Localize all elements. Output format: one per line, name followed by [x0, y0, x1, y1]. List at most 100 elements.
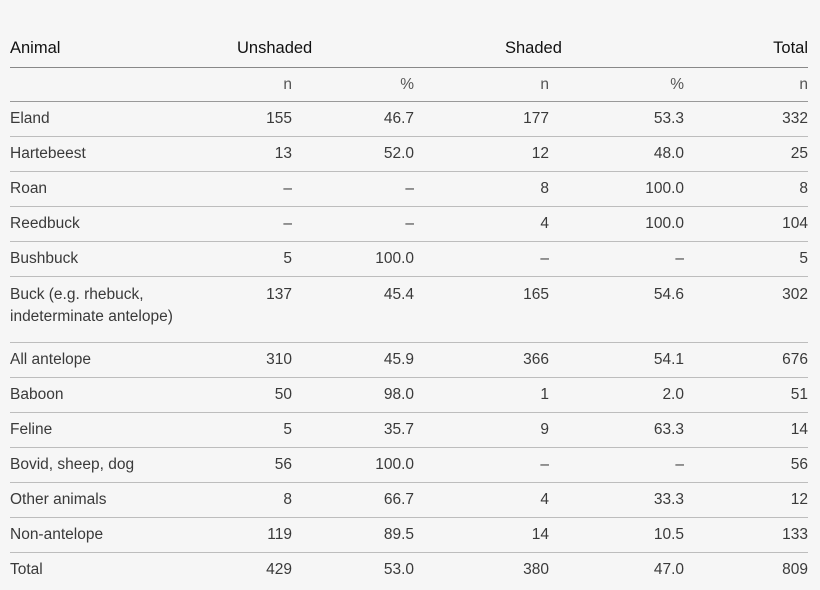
animal-label: Hartebeest [10, 145, 86, 162]
cell-total-n: 302 [684, 276, 808, 343]
cell-total-n: 809 [782, 561, 808, 578]
animal-label: Non-antelope [10, 526, 104, 543]
cell-unshaded-pct: 45.4 [292, 276, 414, 343]
animal-label: Buck (e.g. rhebuck, [10, 286, 144, 303]
cell-total-n: 133 [684, 517, 808, 553]
cell-animal: Bushbuck [10, 241, 200, 277]
cell-total-n: 5 [684, 241, 808, 277]
cell-shaded-pct: 48.0 [549, 136, 684, 172]
cell-animal: Roan [10, 171, 200, 207]
cell-total-n: 12 [684, 482, 808, 518]
cell-unshaded-pct: – [292, 206, 414, 242]
animal-label: Bushbuck [10, 250, 79, 267]
cell-animal: Total [10, 553, 200, 588]
cell-shaded-n: 12 [414, 136, 549, 172]
cell-unshaded-pct: – [292, 171, 414, 207]
cell-shaded-pct: 53.3 [549, 101, 684, 137]
cell-total-n: 332 [684, 101, 808, 137]
cell-shaded-pct: 54.1 [549, 342, 684, 378]
cell-unshaded-n: 13 [200, 136, 292, 172]
cell-unshaded-n: 310 [200, 342, 292, 378]
table-row: All antelope 310 45.9 366 54.1 676 [10, 342, 808, 378]
cell-unshaded-pct: 100.0 [292, 241, 414, 277]
cell-unshaded-n: 5 [200, 412, 292, 448]
table-row: Non-antelope 119 89.5 14 10.5 133 [10, 517, 808, 553]
cell-animal: Hartebeest [10, 136, 200, 172]
header-row: Animal Unshaded Shaded Total [10, 30, 808, 68]
cell-animal: Baboon [10, 377, 200, 413]
table-row: Bovid, sheep, dog 56 100.0– –56 [10, 447, 808, 483]
cell-animal: All antelope [10, 342, 200, 378]
animal-label: Baboon [10, 386, 64, 403]
cell-animal: Other animals [10, 482, 200, 518]
cell-shaded-n: – [414, 447, 549, 483]
cell-shaded-pct: 100.0 [549, 206, 684, 242]
cell-shaded-n: 380 [523, 561, 549, 578]
cell-unshaded-pct: 52.0 [292, 136, 414, 172]
table-row: Reedbuck – –4 100.0 104 [10, 206, 808, 242]
cell-shaded-n: 177 [414, 101, 549, 137]
cell-total-n: 8 [684, 171, 808, 207]
table-row: Feline 5 35.7 9 63.3 14 [10, 412, 808, 448]
cell-shaded-n: 366 [414, 342, 549, 378]
cell-unshaded-n: 119 [200, 517, 292, 553]
table-row: Other animals 8 66.7 4 33.3 12 [10, 482, 808, 518]
data-table: Animal Unshaded Shaded Total n % n % n E… [10, 30, 808, 587]
cell-shaded-pct: 2.0 [549, 377, 684, 413]
cell-animal: Eland [10, 101, 200, 137]
table-row: Hartebeest 13 52.0 12 48.0 25 [10, 136, 808, 172]
subheader-shaded-pct: % [549, 67, 684, 102]
cell-unshaded-n: 50 [200, 377, 292, 413]
cell-shaded-n: 4 [414, 482, 549, 518]
header-unshaded: Unshaded [200, 30, 414, 68]
cell-shaded-pct: 63.3 [549, 412, 684, 448]
cell-animal: Buck (e.g. rhebuck, indeterminate antelop… [10, 276, 200, 343]
cell-total-n: 14 [684, 412, 808, 448]
cell-shaded-n: 9 [414, 412, 549, 448]
subheader-empty [10, 67, 200, 102]
header-shaded: Shaded [414, 30, 684, 68]
cell-shaded-pct: 47.0 [653, 561, 684, 578]
table-row: Buck (e.g. rhebuck, indeterminate antelop… [10, 276, 808, 343]
cell-shaded-n: 4 [414, 206, 549, 242]
subheader-unshaded-pct: % [292, 67, 414, 102]
cell-total-n: 51 [684, 377, 808, 413]
cell-animal: Reedbuck [10, 206, 200, 242]
subheader-shaded-n: n [414, 67, 549, 102]
animal-label: Other animals [10, 491, 107, 508]
cell-shaded-pct: – [549, 241, 684, 277]
subheader-row: n % n % n [10, 67, 808, 102]
animal-label: Reedbuck [10, 215, 80, 232]
cell-unshaded-n: 429 [266, 561, 292, 578]
cell-unshaded-pct: 89.5 [292, 517, 414, 553]
cell-animal: Non-antelope [10, 517, 200, 553]
animal-label: Eland [10, 110, 50, 127]
animal-label: Bovid, sheep, dog [10, 456, 135, 473]
cell-total-n: 56 [684, 447, 808, 483]
cell-unshaded-pct: 53.0 [383, 561, 414, 578]
header-animal: Animal [10, 30, 200, 68]
cell-unshaded-n: – [200, 171, 292, 207]
cell-total-n: 104 [684, 206, 808, 242]
cell-unshaded-n: 56 [200, 447, 292, 483]
cell-shaded-pct: 54.6 [549, 276, 684, 343]
animal-label: Total [10, 561, 43, 578]
cell-unshaded-pct: 45.9 [292, 342, 414, 378]
subheader-unshaded-n: n [200, 67, 292, 102]
cell-shaded-pct: 33.3 [549, 482, 684, 518]
header-total: Total [684, 30, 808, 68]
cell-shaded-pct: 10.5 [549, 517, 684, 553]
cell-shaded-pct: 100.0 [549, 171, 684, 207]
cell-unshaded-pct: 35.7 [292, 412, 414, 448]
cell-shaded-n: 8 [414, 171, 549, 207]
table-row: Baboon 50 98.0 1 2.0 51 [10, 377, 808, 413]
cell-unshaded-pct: 98.0 [292, 377, 414, 413]
table-row: Total 429 53.0 380 47.0 809 [10, 553, 808, 588]
table-row: Bushbuck 5 100.0– –5 [10, 241, 808, 277]
cell-unshaded-n: – [200, 206, 292, 242]
cell-shaded-pct: – [549, 447, 684, 483]
cell-unshaded-pct: 66.7 [292, 482, 414, 518]
cell-animal: Feline [10, 412, 200, 448]
table-row: Roan – –8 100.0 8 [10, 171, 808, 207]
cell-unshaded-n: 8 [200, 482, 292, 518]
